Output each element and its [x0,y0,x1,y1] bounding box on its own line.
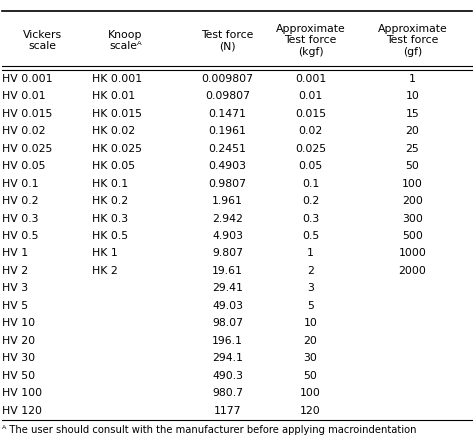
Text: Knoop
scaleᴬ: Knoop scaleᴬ [109,30,143,51]
Text: HV 0.025: HV 0.025 [2,144,53,153]
Text: 0.9807: 0.9807 [209,179,246,188]
Text: HV 0.02: HV 0.02 [2,126,46,136]
Text: HK 0.05: HK 0.05 [92,161,136,171]
Text: HV 0.01: HV 0.01 [2,91,46,101]
Text: 20: 20 [303,336,318,346]
Text: 3: 3 [307,284,314,293]
Text: 1: 1 [307,249,314,258]
Text: HV 0.05: HV 0.05 [2,161,46,171]
Text: 0.025: 0.025 [295,144,326,153]
Text: 1000: 1000 [399,249,426,258]
Text: 0.01: 0.01 [298,91,323,101]
Text: 49.03: 49.03 [212,301,243,311]
Text: HV 10: HV 10 [2,319,36,328]
Text: HK 1: HK 1 [92,249,118,258]
Text: HV 3: HV 3 [2,284,28,293]
Text: 0.09807: 0.09807 [205,91,250,101]
Text: 50: 50 [405,161,419,171]
Text: HV 30: HV 30 [2,354,36,363]
Text: 10: 10 [405,91,419,101]
Text: 0.1471: 0.1471 [209,109,246,118]
Text: HV 0.2: HV 0.2 [2,196,39,206]
Text: 980.7: 980.7 [212,388,243,398]
Text: HV 5: HV 5 [2,301,28,311]
Text: 2: 2 [307,266,314,276]
Text: HV 0.5: HV 0.5 [2,231,39,241]
Text: 0.4903: 0.4903 [209,161,246,171]
Text: Approximate
Test force
(kgf): Approximate Test force (kgf) [275,24,346,57]
Text: 30: 30 [303,354,318,363]
Text: 5: 5 [307,301,314,311]
Text: Approximate
Test force
(gf): Approximate Test force (gf) [377,24,447,57]
Text: 300: 300 [402,214,423,223]
Text: 100: 100 [402,179,423,188]
Text: 19.61: 19.61 [212,266,243,276]
Text: HV 120: HV 120 [2,406,42,416]
Text: 1177: 1177 [214,406,241,416]
Text: 0.2: 0.2 [302,196,319,206]
Text: 196.1: 196.1 [212,336,243,346]
Text: 10: 10 [303,319,318,328]
Text: 4.903: 4.903 [212,231,243,241]
Text: 0.05: 0.05 [298,161,323,171]
Text: 50: 50 [303,371,318,381]
Text: HK 2: HK 2 [92,266,118,276]
Text: 0.02: 0.02 [298,126,323,136]
Text: 9.807: 9.807 [212,249,243,258]
Text: 15: 15 [405,109,419,118]
Text: 0.3: 0.3 [302,214,319,223]
Text: 200: 200 [402,196,423,206]
Text: HV 1: HV 1 [2,249,28,258]
Text: HK 0.025: HK 0.025 [92,144,142,153]
Text: Vickers
scale: Vickers scale [23,30,62,51]
Text: HK 0.5: HK 0.5 [92,231,128,241]
Text: HV 0.001: HV 0.001 [2,74,53,83]
Text: HK 0.2: HK 0.2 [92,196,128,206]
Text: HK 0.3: HK 0.3 [92,214,128,223]
Text: HK 0.02: HK 0.02 [92,126,136,136]
Text: 0.001: 0.001 [295,74,326,83]
Text: 0.1961: 0.1961 [209,126,246,136]
Text: 0.1: 0.1 [302,179,319,188]
Text: HK 0.001: HK 0.001 [92,74,143,83]
Text: HV 0.3: HV 0.3 [2,214,39,223]
Text: HV 100: HV 100 [2,388,43,398]
Text: 0.009807: 0.009807 [201,74,254,83]
Text: 98.07: 98.07 [212,319,243,328]
Text: ᴬ The user should consult with the manufacturer before applying macroindentation: ᴬ The user should consult with the manuf… [2,426,417,435]
Text: 0.015: 0.015 [295,109,326,118]
Text: 2000: 2000 [399,266,426,276]
Text: 0.2451: 0.2451 [209,144,246,153]
Text: HK 0.1: HK 0.1 [92,179,128,188]
Text: HV 0.1: HV 0.1 [2,179,39,188]
Text: HK 0.01: HK 0.01 [92,91,136,101]
Text: 2.942: 2.942 [212,214,243,223]
Text: 1.961: 1.961 [212,196,243,206]
Text: 0.5: 0.5 [302,231,319,241]
Text: 100: 100 [300,388,321,398]
Text: 20: 20 [405,126,419,136]
Text: HV 0.015: HV 0.015 [2,109,53,118]
Text: HK 0.015: HK 0.015 [92,109,142,118]
Text: 29.41: 29.41 [212,284,243,293]
Text: HV 2: HV 2 [2,266,28,276]
Text: 120: 120 [300,406,321,416]
Text: 490.3: 490.3 [212,371,243,381]
Text: HV 50: HV 50 [2,371,36,381]
Text: 1: 1 [409,74,416,83]
Text: HV 20: HV 20 [2,336,36,346]
Text: 25: 25 [405,144,419,153]
Text: Test force
(N): Test force (N) [201,30,254,51]
Text: 294.1: 294.1 [212,354,243,363]
Text: 500: 500 [402,231,423,241]
